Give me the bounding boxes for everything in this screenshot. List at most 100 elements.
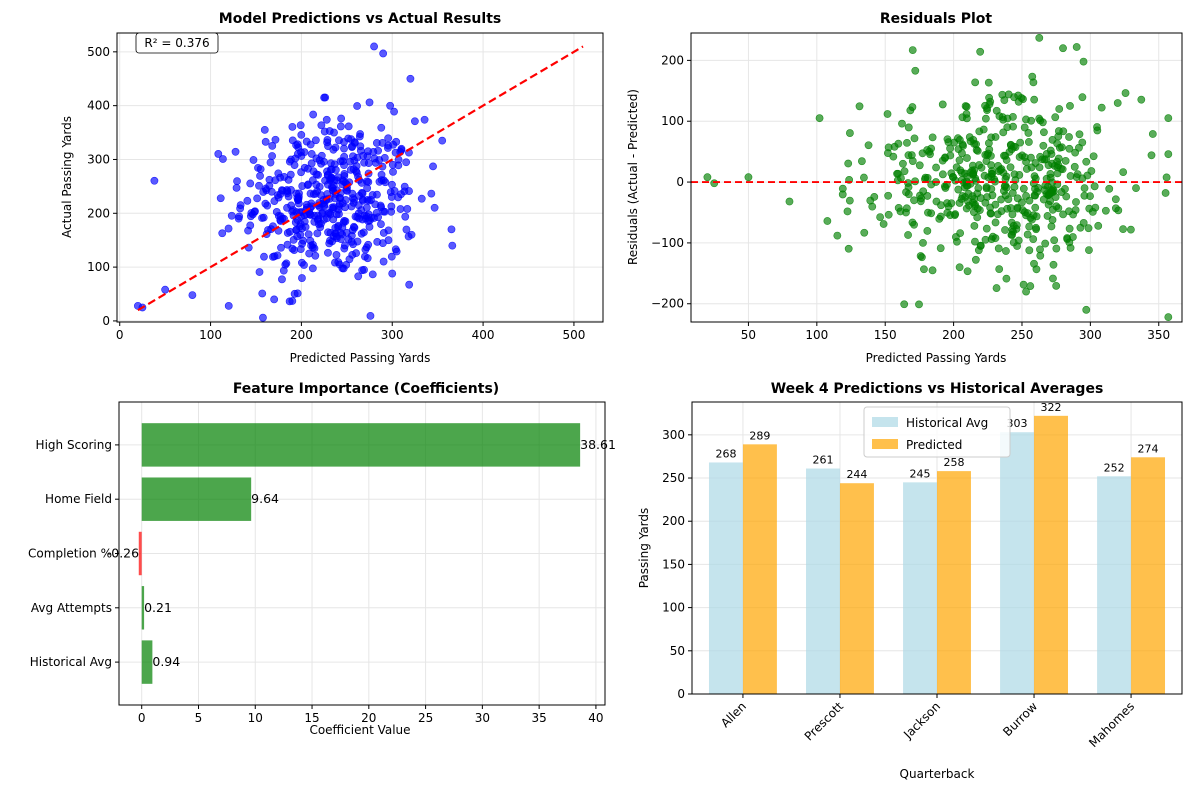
p2-point (1065, 224, 1074, 233)
p1-point (448, 241, 457, 250)
p2-point (987, 161, 996, 170)
p2-point (915, 300, 923, 309)
p2-point (904, 179, 912, 187)
p1-point (370, 154, 379, 163)
p2-point (938, 170, 947, 179)
p2-point (1126, 225, 1135, 234)
p2-point (1032, 225, 1040, 234)
p2-point (1035, 163, 1044, 172)
p2-point (1164, 150, 1173, 159)
p4-legend-label: Predicted (906, 438, 962, 452)
p4-ytick-label: 300 (662, 428, 685, 442)
p1-point (352, 249, 360, 258)
p1-point (360, 265, 368, 274)
p1-point (394, 161, 403, 170)
p1-point (350, 223, 359, 232)
p4-legend-swatch (872, 417, 898, 427)
p1-point (296, 121, 305, 130)
p1-point (390, 107, 398, 116)
p2-point (907, 151, 916, 160)
p2-point (1022, 165, 1031, 173)
p2-point (994, 244, 1003, 253)
p2-point (961, 102, 970, 110)
p3-y-ticks: Historical Avg Avg Attempts Completion % Ho… (28, 438, 119, 669)
p2-point (1066, 102, 1074, 110)
p1-point (338, 264, 347, 273)
p2-xtick-label: 200 (942, 328, 965, 342)
p2-point (1162, 173, 1171, 182)
p2-point (953, 237, 961, 246)
p2-point (995, 265, 1004, 274)
p1-point (340, 217, 349, 225)
p1-point (345, 255, 354, 264)
p2-point (703, 173, 712, 182)
p2-point (1018, 198, 1026, 207)
p3-xtick-label: 0 (138, 711, 146, 725)
p1-point (317, 151, 326, 160)
p1-point (307, 150, 316, 158)
p1-point (308, 243, 317, 252)
p2-point (1035, 33, 1044, 42)
p1-xtick-label: 100 (199, 328, 222, 342)
p2-point (963, 154, 971, 162)
p2-point (1009, 112, 1017, 121)
p2-point (987, 185, 996, 193)
p4-bar-predicted (742, 444, 777, 694)
p2-point (944, 138, 953, 147)
p1-point (406, 74, 415, 83)
p2-point (1075, 130, 1084, 139)
p1-point (255, 268, 264, 276)
p1-point (298, 258, 306, 267)
p3-xtick-label: 20 (361, 711, 376, 725)
p2-point (1036, 245, 1044, 254)
p2-point (954, 185, 963, 194)
p4-bars: 268 289 261 244 245 258 303 322 252 274 (708, 401, 1166, 694)
p2-point (918, 149, 927, 158)
p1-title: Model Predictions vs Actual Results (219, 11, 501, 27)
p2-point (1006, 163, 1015, 172)
p3-bar (141, 477, 252, 521)
p1-point (277, 243, 285, 252)
p4-ytick-label: 100 (662, 601, 685, 615)
p2-point (1026, 282, 1035, 290)
p1-point (402, 158, 411, 167)
p1-ytick-label: 100 (87, 260, 110, 274)
p2-point (1013, 203, 1022, 212)
p2-point (981, 114, 990, 123)
p1-point (389, 167, 397, 176)
p2-point (1016, 138, 1025, 147)
p2-point (855, 102, 864, 111)
p1-point (377, 123, 386, 132)
p4-bar-historical (1097, 476, 1132, 694)
p2-point (984, 78, 993, 87)
p1-point (259, 213, 268, 222)
p1-point (347, 202, 356, 211)
p1-point (370, 42, 378, 51)
p1-point (246, 179, 255, 188)
p2-point (1010, 183, 1019, 191)
p2-point (897, 174, 905, 182)
p1-point (233, 177, 241, 186)
p3-category-label: Completion % (28, 547, 112, 561)
p2-point (1078, 93, 1087, 102)
p2-point (956, 229, 965, 238)
p2-point (928, 266, 937, 275)
p2-point (1014, 236, 1023, 245)
p2-point (1073, 170, 1082, 178)
p2-xtick-label: 50 (741, 328, 756, 342)
p1-xtick-label: 500 (562, 328, 585, 342)
p2-point (957, 168, 966, 177)
p2-point (1002, 247, 1010, 255)
p2-point (1059, 127, 1068, 136)
p2-point (899, 159, 907, 168)
p2-ytick-label: 100 (661, 114, 684, 128)
p2-point (1008, 210, 1017, 219)
p1-point (283, 240, 292, 249)
p2-point (908, 46, 917, 55)
p1-point (309, 190, 318, 199)
p2-point (1065, 133, 1073, 141)
p4-ytick-label: 250 (662, 471, 685, 485)
p2-point (889, 152, 898, 161)
p2-point (815, 114, 824, 123)
p1-point (227, 211, 236, 220)
